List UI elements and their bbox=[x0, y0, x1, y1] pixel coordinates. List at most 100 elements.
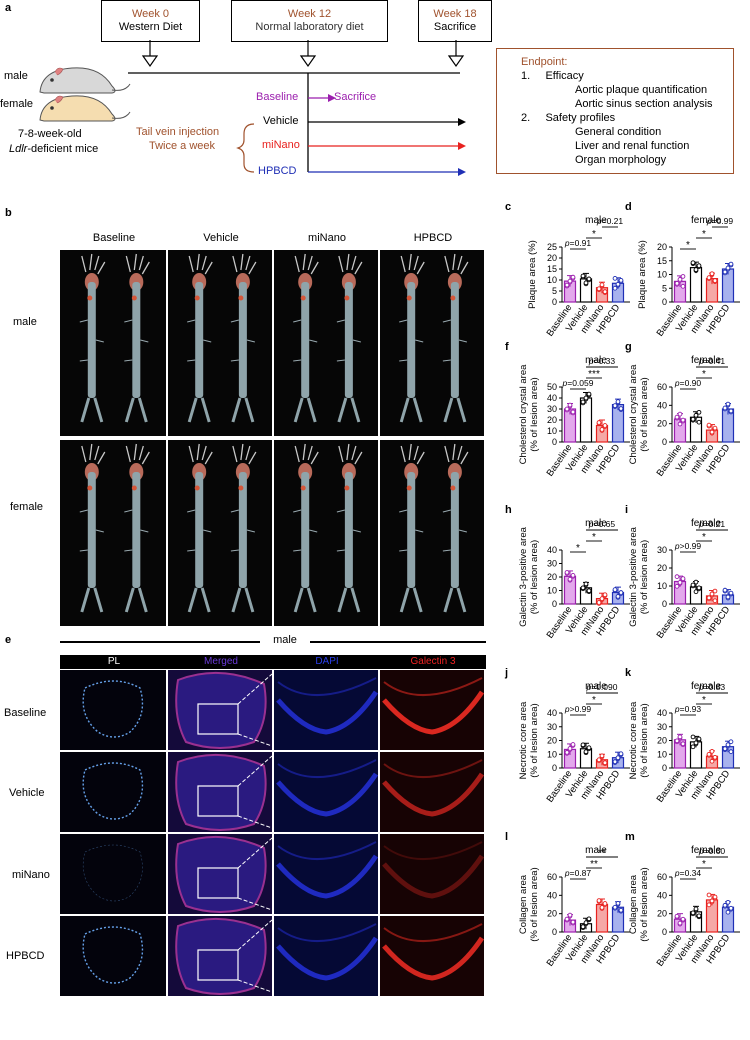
week18-arrow bbox=[447, 40, 465, 68]
data-point bbox=[709, 758, 715, 764]
chart-title: male bbox=[585, 518, 607, 529]
significance-label: * bbox=[702, 229, 706, 240]
col-hpbcd: HPBCD bbox=[413, 232, 453, 244]
data-point bbox=[728, 749, 734, 754]
micrograph-image bbox=[168, 916, 272, 996]
y-axis-label: Collagen area bbox=[518, 874, 529, 934]
significance-label: p=0.41 bbox=[698, 356, 726, 366]
y-axis-label: (% of lesion area) bbox=[529, 703, 540, 777]
data-point bbox=[564, 916, 570, 922]
panel-letter-m: m bbox=[625, 831, 635, 843]
micrograph-image bbox=[380, 834, 484, 914]
y-axis-label: (% of lesion area) bbox=[639, 377, 650, 451]
data-point bbox=[725, 909, 731, 915]
male-mouse-icon bbox=[39, 67, 131, 94]
y-axis-label: (% of lesion area) bbox=[529, 377, 540, 451]
data-point bbox=[612, 587, 618, 592]
data-point bbox=[722, 902, 728, 908]
mice-strain-rest: -deficient mice bbox=[27, 143, 99, 155]
data-point bbox=[612, 759, 618, 764]
chart-title: female bbox=[691, 845, 721, 856]
week18-label: Week 18 bbox=[433, 8, 477, 20]
col-vehicle: Vehicle bbox=[203, 232, 239, 244]
female-mouse-icon bbox=[39, 95, 131, 122]
y-tick-label: 10 bbox=[547, 749, 557, 759]
week0-diet: Western Diet bbox=[118, 21, 183, 33]
data-point bbox=[586, 916, 592, 922]
week18-box: Week 18 Sacrifice bbox=[418, 0, 492, 42]
data-point bbox=[612, 904, 618, 910]
y-tick-label: 30 bbox=[547, 404, 557, 414]
endpoint-title: Endpoint: bbox=[521, 56, 568, 68]
data-point bbox=[602, 289, 608, 295]
y-tick-label: 0 bbox=[662, 763, 667, 773]
micrograph-image bbox=[274, 752, 378, 832]
data-point bbox=[712, 425, 718, 431]
data-point bbox=[722, 746, 728, 752]
y-tick-label: 0 bbox=[552, 437, 557, 447]
data-point bbox=[709, 429, 715, 435]
panel-letter-a: a bbox=[5, 2, 12, 14]
data-point bbox=[602, 760, 608, 766]
y-tick-label: 20 bbox=[657, 419, 667, 429]
panel-letter-h: h bbox=[505, 504, 512, 516]
significance-label: p=0.090 bbox=[586, 682, 618, 692]
significance-label: * bbox=[702, 695, 706, 706]
chart-title: female bbox=[691, 681, 721, 692]
data-point bbox=[615, 594, 621, 599]
y-axis-label: Plaque area (%) bbox=[637, 240, 648, 309]
col-baseline: Baseline bbox=[92, 232, 136, 244]
data-point bbox=[570, 742, 576, 747]
injection-frequency: Twice a week bbox=[149, 140, 216, 152]
data-point bbox=[564, 282, 570, 288]
micrograph-image bbox=[168, 834, 272, 914]
fluorescence-image-grid bbox=[60, 670, 486, 996]
y-tick-label: 30 bbox=[547, 559, 557, 569]
y-tick-label: 5 bbox=[662, 283, 667, 293]
data-point bbox=[564, 750, 570, 755]
aorta-photo bbox=[60, 250, 166, 436]
data-point bbox=[612, 403, 618, 408]
data-point bbox=[615, 399, 621, 404]
row-minano: miNano bbox=[12, 869, 50, 881]
significance-label: p=0.90 bbox=[674, 378, 702, 388]
data-point bbox=[680, 741, 686, 747]
micrograph-image bbox=[60, 916, 166, 996]
chart-title: male bbox=[585, 355, 607, 366]
data-point bbox=[680, 576, 686, 581]
injection-brace bbox=[236, 123, 255, 173]
panel-letter-i: i bbox=[625, 504, 628, 516]
group-minano: miNano bbox=[262, 139, 300, 151]
endpoint-box: Endpoint: 1. Efficacy Aortic plaque quan… bbox=[496, 48, 734, 174]
data-point bbox=[725, 594, 731, 600]
data-point bbox=[722, 587, 728, 593]
y-axis-label: Cholesterol crystal area bbox=[628, 364, 639, 465]
data-point bbox=[690, 734, 696, 740]
data-point bbox=[722, 405, 728, 411]
data-point bbox=[677, 920, 683, 926]
endpoint-safety-item: Organ morphology bbox=[575, 154, 667, 166]
panel-letter-k: k bbox=[625, 667, 632, 679]
data-point bbox=[567, 402, 573, 408]
data-point bbox=[602, 901, 608, 906]
micrograph-image bbox=[380, 670, 484, 750]
data-point bbox=[680, 274, 686, 279]
timeline-diagram bbox=[39, 40, 466, 176]
col-minano: miNano bbox=[308, 232, 346, 244]
y-tick-label: 20 bbox=[547, 415, 557, 425]
y-axis-label: (% of lesion area) bbox=[639, 540, 650, 614]
significance-label: p=0.93 bbox=[674, 704, 702, 714]
data-point bbox=[696, 585, 702, 591]
data-point bbox=[677, 734, 683, 740]
week12-label: Week 12 bbox=[287, 8, 332, 20]
significance-label: p=0.99 bbox=[706, 216, 734, 226]
chart-m: m female 0 20 40 60 Collagen area (% of lesion … bbox=[625, 831, 740, 969]
data-point bbox=[728, 408, 734, 414]
header-merged: Merged bbox=[168, 655, 274, 669]
chart-title: male bbox=[585, 215, 607, 226]
group-hpbcd: HPBCD bbox=[258, 165, 297, 177]
row-male: male bbox=[13, 316, 37, 328]
data-point bbox=[580, 273, 586, 279]
week18-sacrifice: Sacrifice bbox=[433, 21, 477, 33]
